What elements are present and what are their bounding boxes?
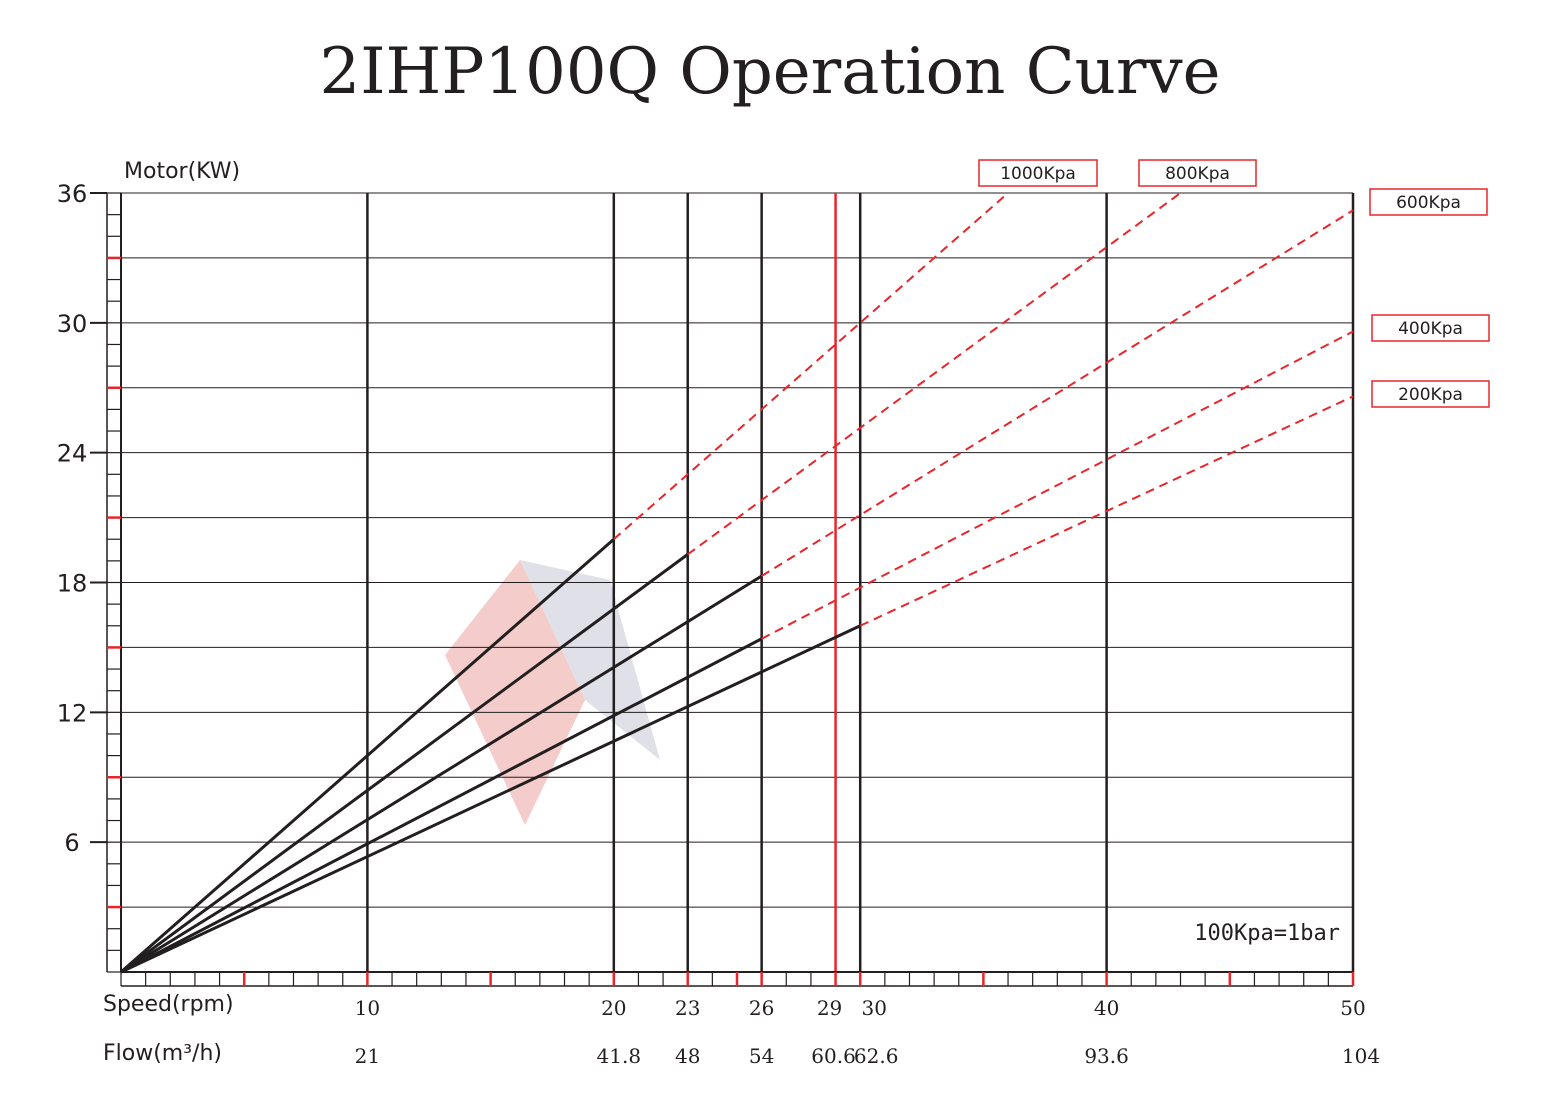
pressure-tag-label: 400Kpa <box>1398 319 1463 339</box>
speed-tick-label: 30 <box>861 996 886 1020</box>
flow-tick-label: 60.6 <box>811 1044 856 1068</box>
pressure-tag-box <box>978 159 1098 187</box>
y-tick-label: 18 <box>57 570 88 598</box>
y-tick-label: 6 <box>64 829 79 857</box>
pressure-tag-box <box>1371 380 1490 408</box>
pressure-tag-box <box>1138 159 1257 187</box>
series-solid-line <box>120 624 861 974</box>
series-dashed-line <box>761 330 1354 640</box>
speed-tick-label: 29 <box>817 996 842 1020</box>
series-dashed-line <box>761 209 1354 577</box>
chart-title: 2IHP100Q Operation Curve <box>320 35 1221 109</box>
pressure-tag-label: 1000Kpa <box>1000 164 1076 184</box>
pressure-tag-label: 800Kpa <box>1165 164 1230 184</box>
speed-tick-label: 10 <box>355 996 380 1020</box>
flow-tick-label: 21 <box>355 1044 380 1068</box>
flow-axis-title: Flow(m³/h) <box>103 1041 222 1066</box>
series-solid-line <box>120 637 763 974</box>
series-solid-line <box>120 553 689 974</box>
watermark-logo-mark <box>445 560 585 825</box>
y-tick-label: 30 <box>57 310 88 338</box>
pressure-tag-label: 200Kpa <box>1398 385 1463 405</box>
pressure-tag-box <box>1371 314 1490 342</box>
y-tick-label: 24 <box>57 440 88 468</box>
series-solid-line <box>120 574 763 974</box>
series-solid-line <box>120 538 615 974</box>
pressure-tag-label: 600Kpa <box>1396 193 1461 213</box>
series-dashed-line <box>613 192 1009 540</box>
flow-tick-label: 62.6 <box>854 1044 899 1068</box>
flow-tick-label: 54 <box>749 1044 774 1068</box>
flow-tick-label: 48 <box>675 1044 700 1068</box>
pressure-tag-box <box>1369 188 1488 216</box>
flow-tick-label: 93.6 <box>1084 1044 1129 1068</box>
series-dashed-line <box>687 192 1182 556</box>
flow-tick-label: 104 <box>1342 1044 1380 1068</box>
axis-layer: 6121824303610212041.8234826542960.63062.… <box>57 180 1380 1068</box>
y-tick-label: 36 <box>57 180 88 208</box>
series-dashed-line <box>859 395 1354 627</box>
speed-tick-label: 40 <box>1094 996 1119 1020</box>
flow-tick-label: 41.8 <box>597 1044 642 1068</box>
unit-note: 100Kpa=1bar <box>1194 921 1340 946</box>
speed-tick-label: 50 <box>1340 996 1365 1020</box>
y-tick-label: 12 <box>57 699 88 727</box>
label-layer: 1000Kpa 800Kpa 600Kpa 400Kpa 200Kpa <box>978 159 1490 408</box>
series-layer <box>120 192 1354 974</box>
grid-layer <box>121 192 1355 972</box>
speed-tick-label: 26 <box>749 996 774 1020</box>
speed-tick-label: 23 <box>675 996 700 1020</box>
x-axis-title: Speed(rpm) <box>103 992 234 1017</box>
y-axis-title: Motor(KW) <box>124 159 240 184</box>
speed-tick-label: 20 <box>601 996 626 1020</box>
